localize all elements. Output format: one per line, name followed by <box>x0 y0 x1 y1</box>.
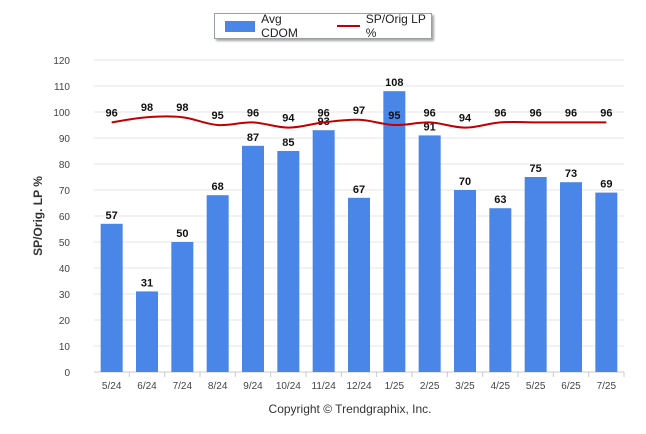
line-value-label: 96 <box>530 107 542 119</box>
y-tick-label: 10 <box>59 342 71 353</box>
bar <box>489 208 512 372</box>
y-tick-label: 30 <box>59 290 71 301</box>
bar-value-label: 63 <box>494 194 506 206</box>
x-tick-label: 4/25 <box>491 381 511 392</box>
x-tick-label: 7/25 <box>597 381 617 392</box>
line-value-label: 96 <box>318 107 330 119</box>
y-tick-label: 110 <box>54 82 70 93</box>
line-value-label: 96 <box>106 107 118 119</box>
x-tick-label: 9/24 <box>243 381 263 392</box>
y-tick-label: 70 <box>59 186 71 197</box>
legend-label-bar: Avg CDOM <box>261 12 298 40</box>
y-tick-label: 50 <box>59 238 71 249</box>
line-value-label: 97 <box>353 105 365 117</box>
x-tick-label: 7/24 <box>173 381 193 392</box>
bar <box>136 291 158 372</box>
y-tick-label: 90 <box>59 134 71 145</box>
bar <box>524 177 547 372</box>
bar <box>206 195 229 372</box>
bar <box>560 182 582 372</box>
x-tick-label: 3/25 <box>455 381 475 392</box>
x-tick-label: 6/25 <box>561 381 581 392</box>
bar-value-label: 31 <box>141 277 153 289</box>
line-value-label: 96 <box>247 107 259 119</box>
bar-value-label: 50 <box>176 228 188 240</box>
y-tick-label: 120 <box>53 56 70 67</box>
bar-value-label: 108 <box>385 77 403 89</box>
y-tick-label: 100 <box>53 108 70 119</box>
x-tick-label: 5/24 <box>102 381 122 392</box>
bar <box>454 190 476 372</box>
line-value-label: 94 <box>282 113 295 125</box>
legend-swatch-bar <box>225 20 256 32</box>
bar <box>312 130 335 372</box>
line-value-labels: 96 98 98 95 96 94 96 97 95 96 94 96 96 96 96 <box>106 102 613 124</box>
bar <box>348 197 370 372</box>
line-series <box>111 115 607 129</box>
bar <box>242 145 264 372</box>
line-path <box>111 115 607 129</box>
legend-item-bar: Avg CDOM <box>225 12 315 40</box>
bar-value-label: 85 <box>282 137 294 149</box>
line-value-label: 95 <box>212 110 224 122</box>
bar-value-label: 87 <box>247 132 259 144</box>
legend-label-line: SP/Orig LP % <box>365 12 426 40</box>
x-tick-label: 12/24 <box>346 381 371 392</box>
x-tick-label: 5/25 <box>526 381 546 392</box>
x-tick-label: 8/24 <box>208 381 228 392</box>
y-tick-label: 80 <box>59 160 71 171</box>
bar-value-label: 67 <box>353 184 365 196</box>
x-tick-label: 11/24 <box>312 381 337 392</box>
bar-value-label: 70 <box>459 176 471 188</box>
x-tick-label: 1/25 <box>385 381 405 392</box>
bar-value-label: 57 <box>106 210 118 222</box>
line-value-label: 98 <box>141 102 153 114</box>
legend-swatch-line <box>336 25 360 27</box>
line-value-label: 96 <box>565 107 577 119</box>
line-value-label: 94 <box>459 113 472 125</box>
bar <box>277 151 300 372</box>
legend: Avg CDOM SP/Orig LP % <box>214 12 432 40</box>
x-tick-label: 6/24 <box>137 381 157 392</box>
bar-value-label: 73 <box>565 168 577 180</box>
y-axis-label: SP/Orig. LP % <box>31 176 45 256</box>
y-tick-label: 60 <box>59 212 71 223</box>
line-value-label: 96 <box>494 107 506 119</box>
copyright: Copyright © Trendgraphix, Inc. <box>268 402 432 416</box>
x-tick-label: 10/24 <box>276 381 301 392</box>
bar <box>595 192 618 372</box>
line-value-label: 98 <box>176 102 188 114</box>
bar-value-label: 75 <box>530 163 542 175</box>
line-value-label: 96 <box>424 107 436 119</box>
bar <box>171 242 194 372</box>
line-value-label: 96 <box>600 107 612 119</box>
bar-value-label: 68 <box>212 181 224 193</box>
bar <box>383 91 406 372</box>
y-tick-label: 20 <box>59 316 71 327</box>
bar-series <box>100 91 618 372</box>
x-tick-label: 2/25 <box>420 381 440 392</box>
legend-item-line: SP/Orig LP % <box>333 12 431 40</box>
bar <box>100 223 123 372</box>
y-tick-label: 0 <box>64 368 70 379</box>
bar <box>418 135 441 372</box>
line-value-label: 95 <box>388 110 400 122</box>
bar-value-label: 69 <box>600 179 612 191</box>
y-tick-label: 40 <box>59 264 71 275</box>
x-axis-ticks: 5/24 6/24 7/24 8/24 9/24 10/24 11/24 12/24 1/25 2… <box>102 372 625 392</box>
bar-value-label: 91 <box>424 121 436 133</box>
y-axis-ticks: 0 10 20 30 40 50 60 70 80 90 100 110 120 <box>53 56 70 379</box>
